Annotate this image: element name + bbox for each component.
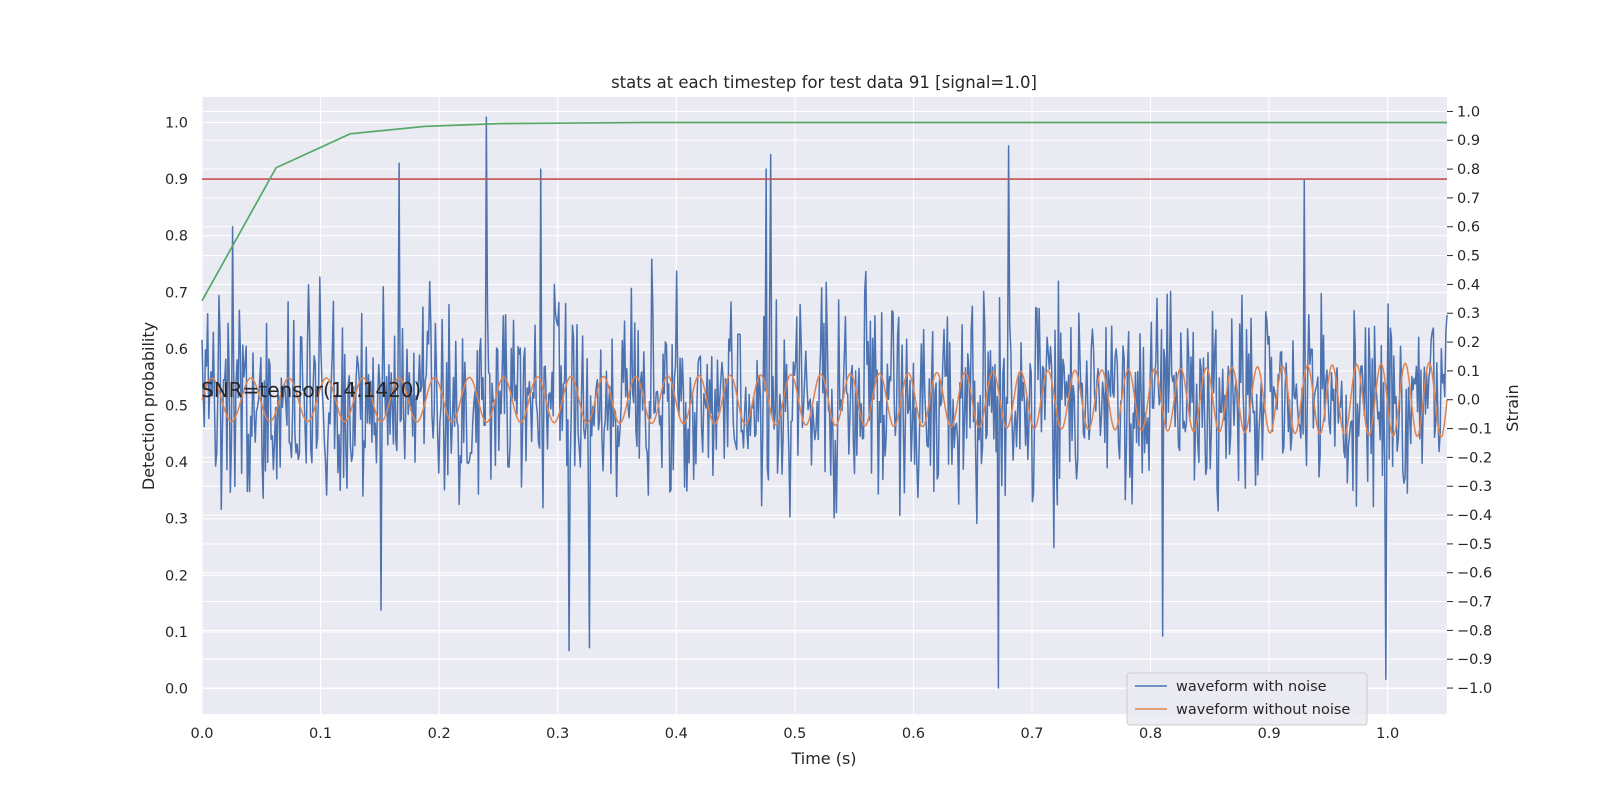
left-y-tick-label-9: 0.9 <box>165 172 188 188</box>
right-y-tick-label-9: −0.1 <box>1457 422 1492 438</box>
left-y-tick-label-1: 0.1 <box>165 625 188 641</box>
right-y-tick-label-10: 0.0 <box>1457 393 1480 409</box>
right-y-tick-label-6: −0.4 <box>1457 508 1492 524</box>
right-y-tick-label-8: −0.2 <box>1457 450 1492 466</box>
left-y-tick-label-10: 1.0 <box>165 115 188 131</box>
chart-title: stats at each timestep for test data 91 … <box>611 73 1037 92</box>
right-y-tick-label-18: 0.8 <box>1457 162 1480 178</box>
detection-probability-line <box>201 121 1447 302</box>
right-y-tick-label-11: 0.1 <box>1457 364 1480 380</box>
right-y-tick-label-14: 0.4 <box>1457 277 1480 293</box>
right-y-tick-label-2: −0.8 <box>1457 623 1492 639</box>
right-y-tick-label-4: −0.6 <box>1457 566 1492 582</box>
x-tick-label-10: 1.0 <box>1376 726 1399 742</box>
right-y-tick-label-3: −0.7 <box>1457 595 1492 611</box>
right-y-axis-label: Strain <box>1503 384 1522 431</box>
left-y-tick-label-7: 0.7 <box>165 285 188 301</box>
x-tick-label-1: 0.1 <box>309 726 332 742</box>
left-y-tick-label-4: 0.4 <box>165 455 188 471</box>
right-y-axis-ticks: −1.0 −0.9 −0.8 −0.7 −0.6 −0.5 −0.4 −0.3 −0.2 −0.1… <box>1447 104 1492 697</box>
right-y-tick-label-15: 0.5 <box>1457 249 1480 265</box>
x-tick-label-3: 0.3 <box>546 726 569 742</box>
right-y-tick-label-16: 0.6 <box>1457 220 1480 236</box>
x-tick-label-7: 0.7 <box>1020 726 1043 742</box>
legend-box <box>1126 672 1368 726</box>
x-axis-ticks: 0.0 0.1 0.2 0.3 0.4 0.5 0.6 0.7 0.8 0.9 1.0 <box>190 726 1399 742</box>
legend: waveform with noise waveform without noi… <box>1126 672 1368 726</box>
left-y-tick-label-3: 0.3 <box>165 512 188 528</box>
left-y-tick-label-0: 0.0 <box>165 682 188 698</box>
right-y-tick-label-0: −1.0 <box>1457 681 1492 697</box>
x-tick-label-4: 0.4 <box>665 726 688 742</box>
x-tick-label-2: 0.2 <box>428 726 451 742</box>
x-tick-label-8: 0.8 <box>1139 726 1162 742</box>
x-axis-label: Time (s) <box>790 749 856 768</box>
x-tick-label-0: 0.0 <box>190 726 213 742</box>
left-y-axis-ticks: 0.0 0.1 0.2 0.3 0.4 0.5 0.6 0.7 0.8 0.9 1.0 <box>165 115 188 697</box>
waveform-with-noise-line <box>201 116 1448 689</box>
snr-annotation: SNR=tensor(14.1420) <box>201 378 421 402</box>
legend-label-waveform-with-noise: waveform with noise <box>1176 679 1327 695</box>
right-y-tick-label-19: 0.9 <box>1457 133 1480 149</box>
legend-label-waveform-without-noise: waveform without noise <box>1176 702 1350 718</box>
series-lines <box>201 116 1448 689</box>
right-y-tick-label-7: −0.3 <box>1457 479 1492 495</box>
x-tick-label-5: 0.5 <box>783 726 806 742</box>
right-y-tick-label-13: 0.3 <box>1457 306 1480 322</box>
right-y-tick-label-12: 0.2 <box>1457 335 1480 351</box>
waveform-without-noise-line <box>201 361 1448 438</box>
x-tick-label-9: 0.9 <box>1258 726 1281 742</box>
right-y-tick-label-1: −0.9 <box>1457 652 1492 668</box>
right-y-tick-label-17: 0.7 <box>1457 191 1480 207</box>
left-y-tick-label-5: 0.5 <box>165 399 188 415</box>
left-y-tick-label-8: 0.8 <box>165 229 188 245</box>
right-y-tick-label-5: −0.5 <box>1457 537 1492 553</box>
left-y-tick-label-6: 0.6 <box>165 342 188 358</box>
left-y-tick-label-2: 0.2 <box>165 568 188 584</box>
right-y-tick-label-20: 1.0 <box>1457 104 1480 120</box>
left-y-axis-label: Detection probability <box>139 322 158 490</box>
x-tick-label-6: 0.6 <box>902 726 925 742</box>
